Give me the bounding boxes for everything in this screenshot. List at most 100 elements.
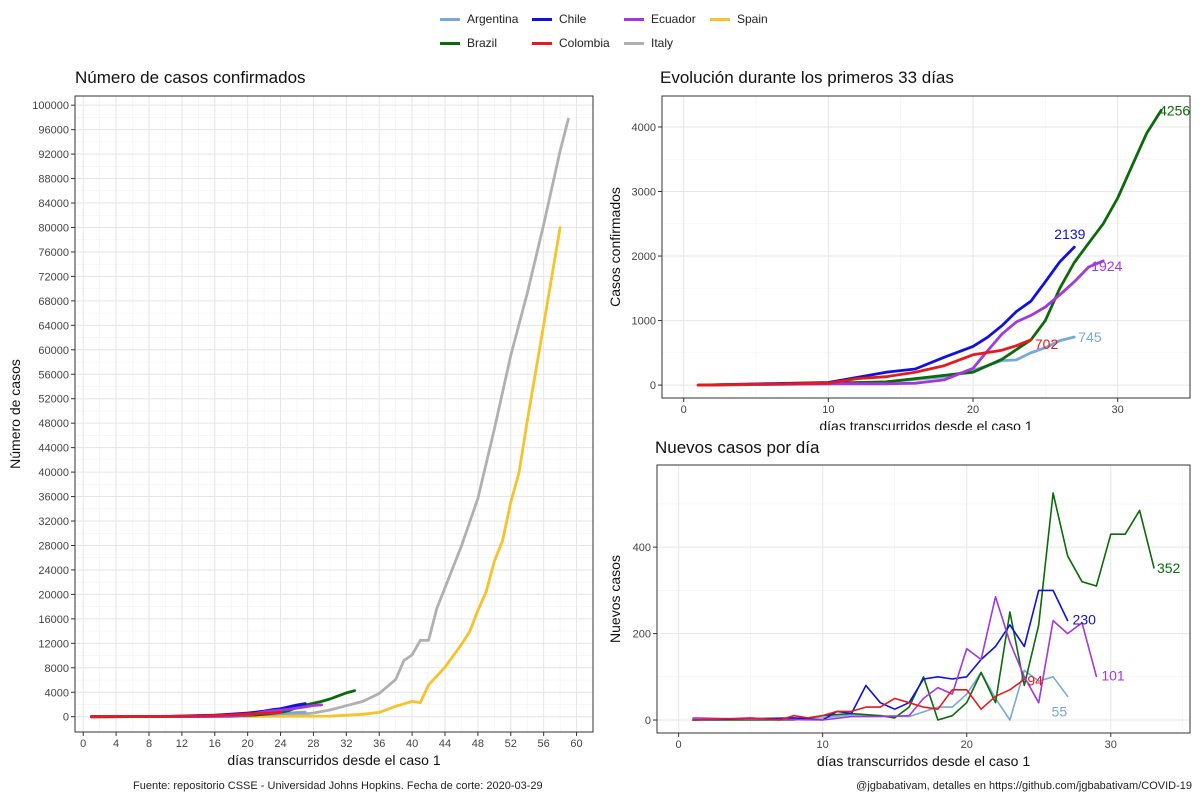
y-tick-label: 12000 xyxy=(38,638,69,650)
series-lines xyxy=(696,109,1163,387)
y-tick-label: 72000 xyxy=(38,271,69,283)
x-tick-label: 10 xyxy=(822,404,834,416)
series-line-italy xyxy=(90,117,570,719)
y-tick-label: 16000 xyxy=(38,614,69,626)
end-label-chile: 230 xyxy=(1073,612,1097,628)
x-tick-label: 30 xyxy=(1112,404,1124,416)
legend-swatch xyxy=(532,17,552,21)
x-tick-label: 28 xyxy=(307,738,319,750)
series-line-argentina xyxy=(692,669,1069,721)
y-tick-label: 56000 xyxy=(38,369,69,381)
ticks: 0 10 20 30 0 1000 2000 3000 4000 xyxy=(632,122,1124,416)
x-tick-label: 40 xyxy=(406,738,418,750)
y-tick-label: 4000 xyxy=(632,122,656,134)
legend-item-chile: Chile xyxy=(532,12,586,26)
x-tick-label: 16 xyxy=(209,738,221,750)
legend: Argentina Chile Ecuador Spain Brazil Colombia… xyxy=(440,12,800,56)
end-label-argentina: 745 xyxy=(1078,329,1102,345)
x-tick-label: 4 xyxy=(113,738,119,750)
legend-item-argentina: Argentina xyxy=(440,12,518,26)
x-axis-title: días transcurridos desde el caso 1 xyxy=(817,753,1030,769)
plot-border xyxy=(661,95,1191,399)
y-tick-label: 3000 xyxy=(632,187,656,199)
series-line-ecuador xyxy=(692,596,1098,721)
y-tick-label: 36000 xyxy=(38,492,69,504)
legend-swatch xyxy=(532,41,552,45)
end-label-brazil: 352 xyxy=(1157,560,1181,576)
plot-border xyxy=(74,95,594,733)
y-tick-label: 68000 xyxy=(38,296,69,308)
plot-background xyxy=(662,96,1190,398)
end-label-ecuador: 1924 xyxy=(1091,258,1122,274)
x-tick-label: 20 xyxy=(967,404,979,416)
legend-label: Ecuador xyxy=(651,12,696,26)
x-axis-title: días transcurridos desde el caso 1 xyxy=(819,418,1032,430)
x-tick-label: 56 xyxy=(538,738,550,750)
end-label-brazil: 4256 xyxy=(1159,102,1190,118)
legend-item-colombia: Colombia xyxy=(532,36,610,50)
series-line-ecuador xyxy=(696,259,1105,387)
legend-label: Brazil xyxy=(467,36,498,50)
end-labels: 745 4256 2139 1924 702 xyxy=(1035,102,1191,351)
legend-label: Chile xyxy=(559,12,587,26)
legend-label: Spain xyxy=(737,12,768,26)
x-tick-label: 32 xyxy=(340,738,352,750)
x-tick-label: 8 xyxy=(146,738,152,750)
y-tick-label: 0 xyxy=(645,715,651,727)
y-tick-label: 92000 xyxy=(38,149,69,161)
legend-swatch xyxy=(624,41,644,45)
y-tick-label: 52000 xyxy=(38,394,69,406)
legend-label: Italy xyxy=(651,36,674,50)
y-tick-label: 32000 xyxy=(38,516,69,528)
y-tick-label: 64000 xyxy=(38,320,69,332)
y-axis-title: Casos confirmados xyxy=(607,187,623,307)
y-axis-title: Nuevos casos xyxy=(607,555,623,643)
end-label-ecuador: 101 xyxy=(1101,667,1125,683)
x-tick-label: 0 xyxy=(80,738,86,750)
x-tick-label: 24 xyxy=(274,738,286,750)
left-chart-title: Número de casos confirmados xyxy=(75,68,306,87)
y-tick-label: 84000 xyxy=(38,198,69,210)
series-line-brazil xyxy=(696,109,1163,387)
grid xyxy=(657,465,1190,733)
y-tick-label: 1000 xyxy=(632,316,656,328)
y-tick-label: 20000 xyxy=(38,589,69,601)
credit-caption: @jgbabativam, detalles en https://github… xyxy=(856,780,1192,792)
chart-first-33-days: 0 10 20 30 0 1000 2000 3000 4000 días transcurrid… xyxy=(607,95,1191,430)
series-lines xyxy=(90,117,570,719)
x-tick-label: 52 xyxy=(505,738,517,750)
x-axis-title: días transcurridos desde el caso 1 xyxy=(227,752,440,768)
y-tick-label: 76000 xyxy=(38,247,69,259)
x-tick-label: 60 xyxy=(570,738,582,750)
legend-swatch xyxy=(440,17,460,21)
x-tick-label: 0 xyxy=(676,739,682,751)
y-tick-label: 2000 xyxy=(632,251,656,263)
x-tick-label: 12 xyxy=(176,738,188,750)
series-line-brazil xyxy=(692,492,1155,721)
series-line-colombia xyxy=(90,711,283,719)
ticks: 0 4 8 12 16 20 24 28 32 36 40 44 48 52 56 6004000800012… xyxy=(32,100,582,750)
legend-item-italy: Italy xyxy=(624,36,673,50)
series-line-spain xyxy=(90,226,562,719)
plot-background xyxy=(75,96,593,732)
x-tick-label: 36 xyxy=(373,738,385,750)
y-tick-label: 44000 xyxy=(38,443,69,455)
legend-item-brazil: Brazil xyxy=(440,36,497,50)
y-tick-label: 88000 xyxy=(38,174,69,186)
legend-swatch xyxy=(710,17,730,21)
y-tick-label: 48000 xyxy=(38,418,69,430)
series-line-colombia xyxy=(692,678,1026,721)
y-axis-title: Número de casos xyxy=(7,359,23,469)
series-line-colombia xyxy=(696,338,1033,387)
grid xyxy=(75,96,593,732)
end-label-colombia: 702 xyxy=(1035,336,1059,352)
end-label-chile: 2139 xyxy=(1054,226,1085,242)
end-label-argentina: 55 xyxy=(1052,703,1068,719)
source-caption: Fuente: repositorio CSSE - Universidad J… xyxy=(133,780,543,792)
ticks: 0 10 20 30 0 200 400 xyxy=(633,542,1117,751)
end-label-colombia: 94 xyxy=(1027,672,1043,688)
plot-border xyxy=(656,464,1191,734)
end-labels: 55 352 230 101 94 xyxy=(1027,560,1180,719)
x-tick-label: 44 xyxy=(439,738,451,750)
chart-confirmed-cases: 0 4 8 12 16 20 24 28 32 36 40 44 48 52 56 6004000800012… xyxy=(7,95,594,768)
